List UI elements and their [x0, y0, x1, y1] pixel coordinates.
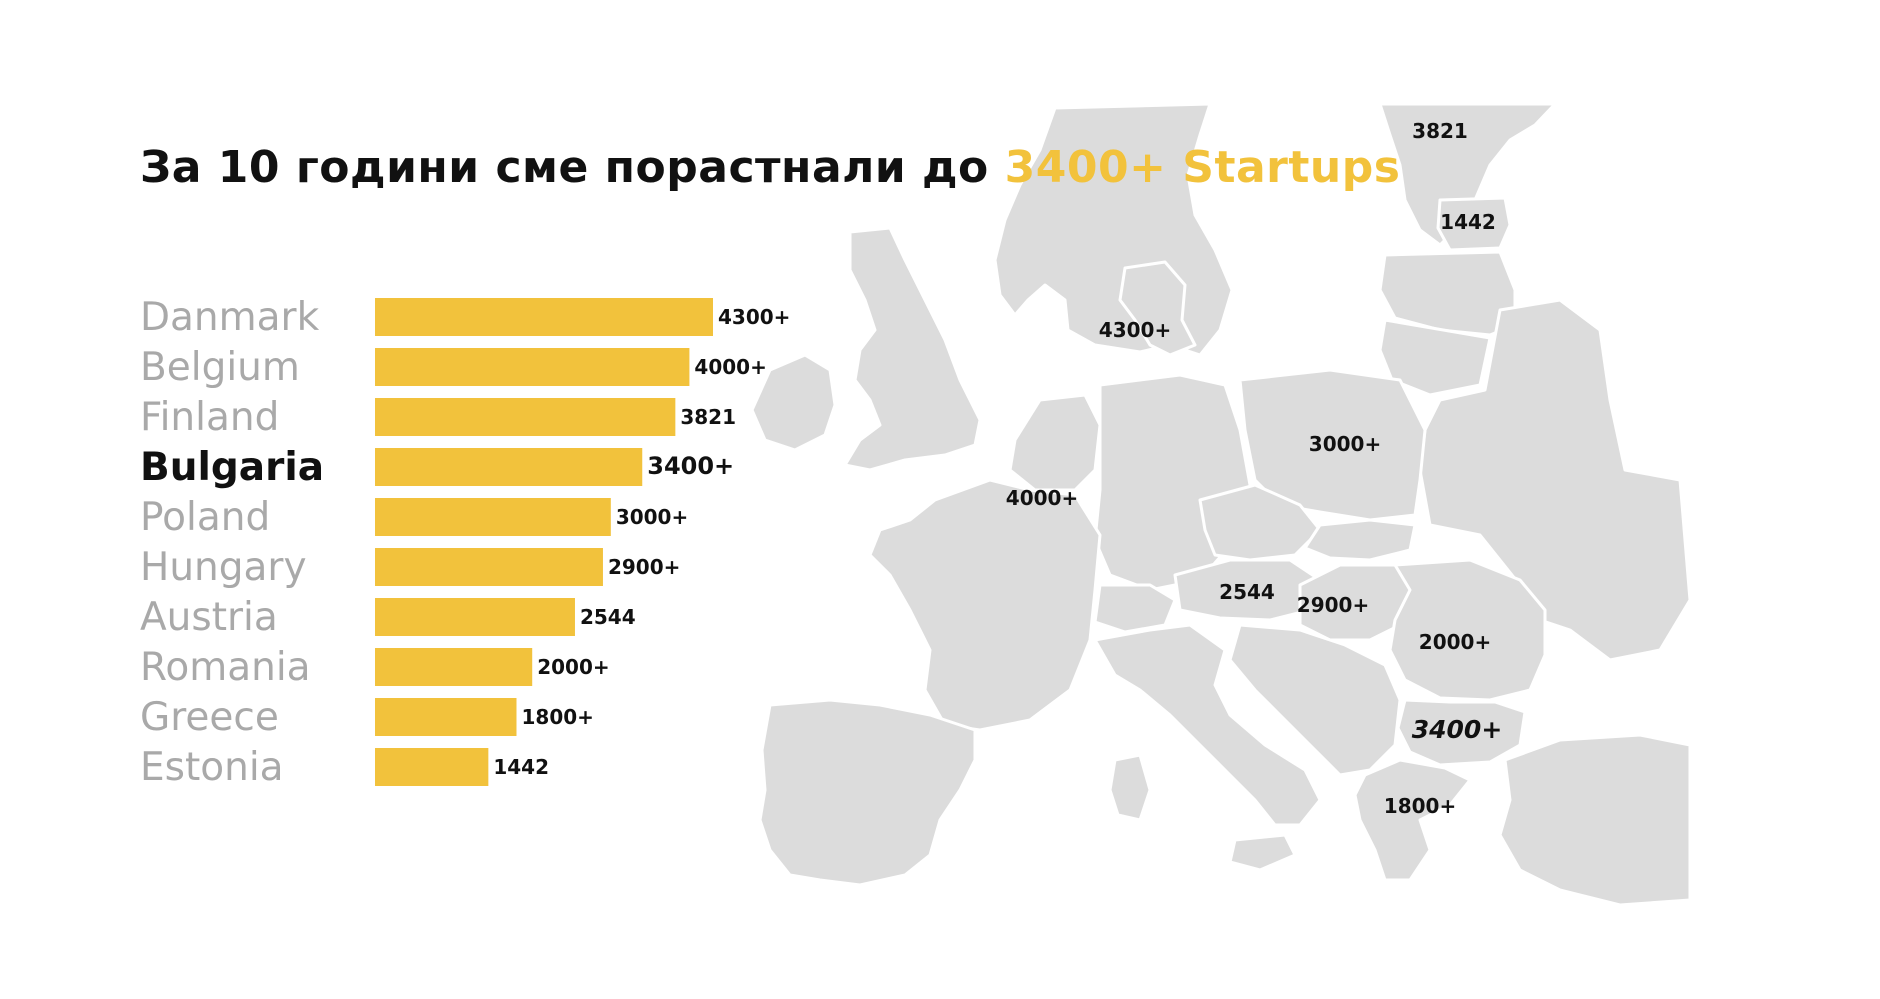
bar-poland [375, 498, 611, 536]
bar-austria [375, 598, 575, 636]
map-shape-poland [1238, 368, 1427, 522]
bar-value-bulgaria: 3400+ [647, 452, 734, 480]
map-value-danmark: 4300+ [1099, 318, 1171, 342]
bar-value-finland: 3821 [680, 405, 736, 429]
map-shape-greece [1353, 758, 1472, 882]
category-label-bulgaria: Bulgaria [140, 445, 324, 490]
bar-value-belgium: 4000+ [694, 355, 766, 379]
bar-value-romania: 2000+ [537, 655, 609, 679]
map-value-austria: 2544 [1219, 580, 1275, 604]
category-label-greece: Greece [140, 695, 279, 740]
bar-value-danmark: 4300+ [718, 305, 790, 329]
category-labels: Danmark Belgium Finland Bulgaria Poland Hunga… [140, 295, 324, 790]
bars [375, 298, 713, 786]
bar-romania [375, 648, 533, 686]
map-value-hungary: 2900+ [1297, 593, 1369, 617]
map-shape-uk [843, 226, 982, 472]
bar-greece [375, 698, 517, 736]
map-value-romania: 2000+ [1419, 630, 1491, 654]
category-label-belgium: Belgium [140, 345, 300, 390]
map-shape-romania [1388, 558, 1547, 702]
bar-danmark [375, 298, 713, 336]
bar-value-austria: 2544 [580, 605, 636, 629]
bar-bulgaria [375, 448, 643, 486]
map-shape-slovakia [1303, 518, 1417, 562]
map-shape-switzerland [1093, 583, 1177, 634]
bar-estonia [375, 748, 489, 786]
category-label-finland: Finland [140, 395, 279, 440]
map-shape-sicily [1228, 833, 1297, 872]
category-label-austria: Austria [140, 595, 278, 640]
bar-value-hungary: 2900+ [608, 555, 680, 579]
bar-value-poland: 3000+ [616, 505, 688, 529]
map-shape-bulgaria [1396, 698, 1527, 767]
map-shape-italy [1093, 623, 1322, 827]
map-shape-denmark [1118, 260, 1197, 357]
map-value-labels: 3821 1442 4300+ 3000+ 4000+ 2544 2900+ 2000+ 340… [1006, 119, 1502, 818]
category-label-romania: Romania [140, 645, 311, 690]
map-shape-ireland [750, 353, 837, 452]
category-label-poland: Poland [140, 495, 270, 540]
map-value-bulgaria: 3400+ [1412, 715, 1503, 744]
page-title: За 10 години сме порастнали до 3400+ Sta… [140, 142, 1400, 193]
map-value-poland: 3000+ [1309, 432, 1381, 456]
title-prefix: За 10 години сме порастнали до [140, 142, 1005, 193]
map-value-finland: 3821 [1412, 119, 1468, 143]
map-shape-turkey [1498, 733, 1692, 907]
title-accent: 3400+ Startups [1004, 142, 1401, 193]
map-shape-benelux [1008, 393, 1102, 492]
map-value-belgium: 4000+ [1006, 486, 1078, 510]
bar-finland [375, 398, 676, 436]
map-shape-france [868, 478, 1102, 732]
category-label-hungary: Hungary [140, 545, 307, 590]
bar-belgium [375, 348, 690, 386]
bar-value-greece: 1800+ [521, 705, 593, 729]
bar-value-estonia: 1442 [493, 755, 549, 779]
map-shape-sardinia [1108, 753, 1152, 822]
category-label-danmark: Danmark [140, 295, 320, 340]
map-shape-balkans [1228, 623, 1402, 777]
map-value-greece: 1800+ [1384, 794, 1456, 818]
map-shape-iberia [758, 698, 977, 887]
map-shape-czechia [1198, 483, 1322, 562]
map-shape-lithuania [1378, 318, 1492, 397]
map-shape-baltics [1378, 250, 1517, 337]
map-value-estonia: 1442 [1440, 210, 1496, 234]
map-shape-estonia [1436, 196, 1512, 252]
bar-value-labels: 4300+ 4000+ 3821 3400+ 3000+ 2900+ 2544 2000+ 18… [493, 305, 790, 779]
category-label-estonia: Estonia [140, 745, 284, 790]
bar-hungary [375, 548, 603, 586]
